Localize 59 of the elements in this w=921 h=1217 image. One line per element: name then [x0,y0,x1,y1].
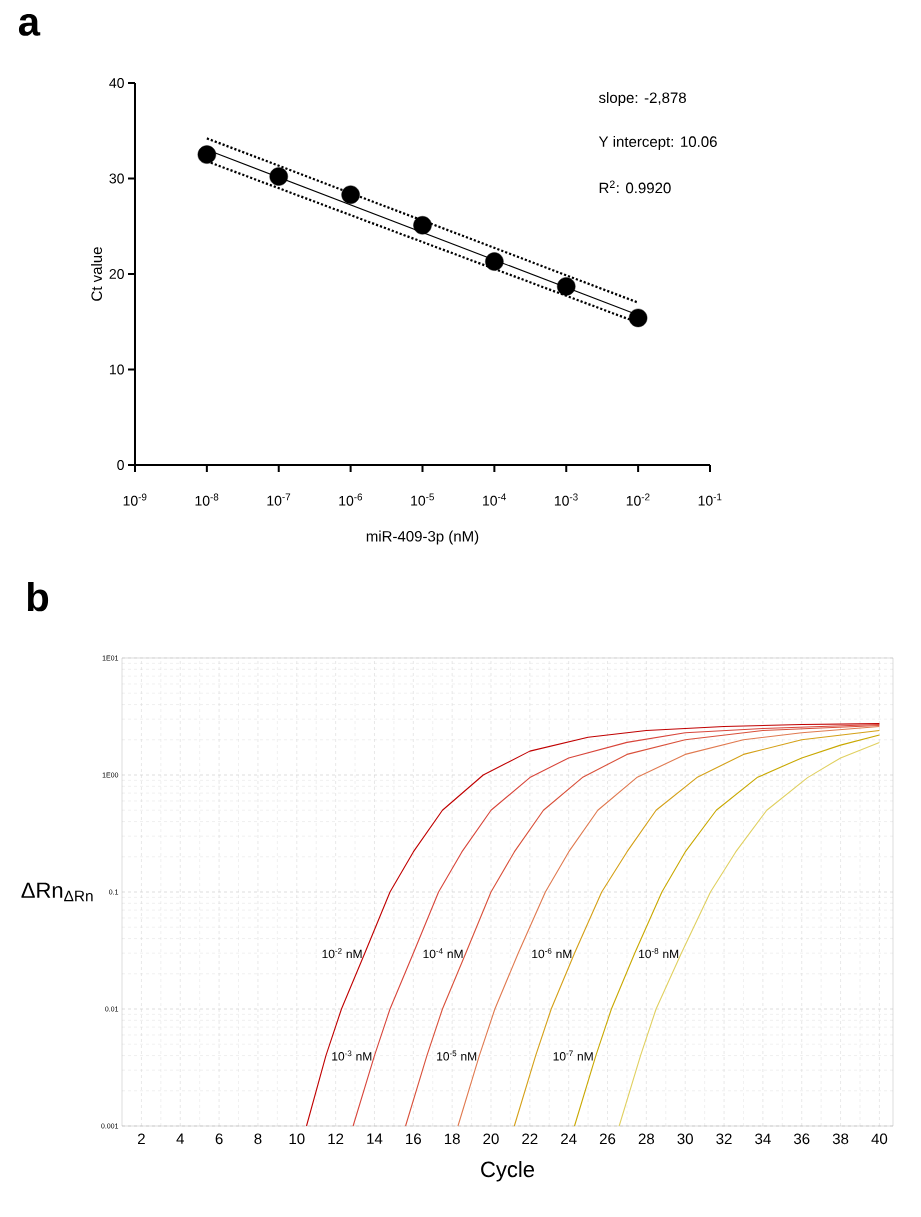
x-tick-label: 30 [677,1133,693,1145]
x-tick-label: 10 [289,1133,305,1145]
x-tick-label: 16 [406,1133,421,1145]
point [628,308,648,328]
chart-title: b [27,581,49,612]
x-tick-label: 22 [522,1133,538,1145]
annotation: R$^{2}$: 0.9920 [599,180,671,194]
x-tick-label: 6 [215,1133,223,1145]
series-label: 10$^{-2}$ nM [322,948,362,959]
x-tick-label: 10$^{-7}$ [267,493,291,506]
annotation: slope: -2,878 [598,92,686,107]
x-tick-label: 18 [444,1133,460,1145]
x-axis-title: miR-409-3p (nM) [366,530,479,545]
x-tick-label: 4 [176,1133,184,1144]
y-tick-label: 40 [109,78,124,88]
x-tick-label: 10$^{-6}$ [339,493,363,506]
point [197,145,217,164]
y-tick-label: 10 [109,364,124,375]
chart-title: a [18,13,41,36]
series-label: 10$^{-5}$ nM [437,1050,477,1061]
x-tick-label: 10$^{-1}$ [698,493,722,506]
x-tick-label: 26 [599,1133,616,1145]
line-series [573,734,880,1127]
point [269,167,288,186]
y-tick-label: 20 [109,269,124,279]
x-tick-label: 38 [832,1133,849,1145]
x-tick-label: 10$^{-5}$ [411,493,434,506]
point [341,185,360,204]
y-tick-label: 30 [109,173,124,184]
x-tick-label: 8 [254,1133,262,1145]
y-axis-title: ΔRn$_{ΔRn}$ [21,882,93,902]
x-tick-label: 28 [638,1133,655,1145]
x-axis-title: Cycle [481,1161,535,1182]
x-tick-label: 2 [138,1133,145,1145]
series-label: 10$^{-7}$ nM [553,1050,593,1061]
x-tick-label: 10$^{-2}$ [626,493,650,506]
x-tick-label: 10$^{-4}$ [483,493,506,506]
x-tick-label: 32 [716,1133,732,1145]
point [413,216,432,235]
x-tick-label: 24 [561,1133,577,1145]
x-tick-label: 10$^{-3}$ [554,493,578,506]
x-tick-label: 40 [871,1133,888,1145]
point [485,252,504,271]
x-tick-label: 10$^{-8}$ [195,493,219,506]
x-tick-label: 10$^{-9}$ [123,493,147,506]
series-label: 10$^{-8}$ nM [639,948,679,959]
x-tick-label: 20 [483,1133,499,1145]
y-tick-label: 0 [117,460,124,470]
y-axis-title: Ct value [91,247,103,301]
x-tick-label: 34 [755,1133,771,1145]
line-series [618,741,880,1127]
x-tick-label: 12 [328,1133,344,1145]
x-tick-label: 36 [793,1133,810,1145]
series-label: 10$^{-3}$ nM [332,1050,372,1061]
point [557,277,576,296]
series-label: 10$^{-6}$ nM [532,948,572,959]
annotation: Y intercept: 10.06 [598,135,717,150]
x-tick-label: 14 [367,1133,383,1144]
series-label: 10$^{-4}$ nM [423,948,463,959]
